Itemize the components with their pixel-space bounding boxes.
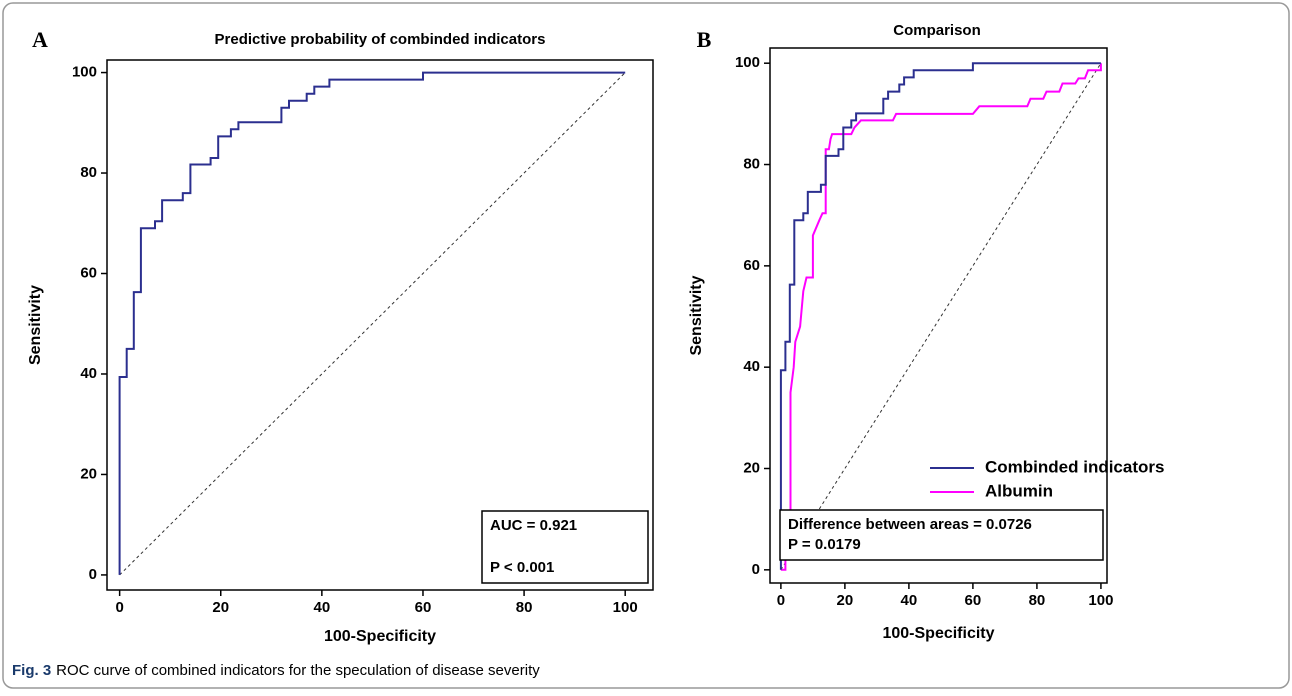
y-tick-label: 0: [89, 566, 97, 583]
roc-curve: [779, 62, 1101, 570]
annotation: P = 0.0179: [788, 536, 861, 553]
plot-frame: [106, 59, 654, 591]
caption-text: ROC curve of combined indicators for the…: [56, 662, 540, 679]
y-tick-label: 40: [80, 365, 97, 382]
chart-title: Predictive probability of combinded indi…: [215, 31, 546, 48]
x-tick-label: 100: [613, 599, 638, 616]
y-tick-label: 80: [80, 164, 97, 181]
annotation: AUC = 0.921: [490, 517, 577, 534]
y-tick-label: 100: [735, 54, 760, 71]
reference-diagonal: [780, 62, 1102, 571]
caption-label: Fig. 3: [12, 662, 51, 679]
plot-frame: [769, 47, 1108, 584]
y-tick-label: 100: [72, 64, 97, 81]
x-tick-label: 20: [212, 599, 229, 616]
x-tick-label: 80: [1029, 592, 1046, 609]
legend-label: Combinded indicators: [985, 457, 1164, 476]
x-tick-label: 0: [115, 599, 123, 616]
roc-curve: [780, 63, 1102, 571]
panel-label: B: [697, 27, 712, 52]
x-tick-label: 40: [901, 592, 918, 609]
y-axis-label: Sensitivity: [688, 275, 705, 355]
y-axis-label: Sensitivity: [27, 285, 44, 365]
legend-label: Albumin: [985, 481, 1053, 500]
roc-curve: [118, 71, 626, 575]
annotation: P < 0.001: [490, 559, 554, 576]
y-tick-label: 80: [743, 155, 760, 172]
panel-label: A: [32, 27, 48, 52]
y-tick-label: 40: [743, 358, 760, 375]
annotation-box: [481, 510, 649, 584]
x-axis-label: 100-Specificity: [324, 628, 436, 645]
y-tick-label: 60: [743, 257, 760, 274]
x-tick-label: 60: [415, 599, 432, 616]
x-tick-label: 40: [314, 599, 331, 616]
annotation: Difference between areas = 0.0726: [788, 516, 1032, 533]
x-tick-label: 60: [965, 592, 982, 609]
annotation-box: [779, 509, 1104, 561]
caption: Fig. 3 ROC curve of combined indicators f…: [12, 662, 540, 679]
x-tick-label: 80: [516, 599, 533, 616]
reference-diagonal: [119, 72, 626, 576]
y-tick-label: 0: [752, 561, 760, 578]
x-tick-label: 20: [837, 592, 854, 609]
y-tick-label: 20: [743, 459, 760, 476]
chart-title: Comparison: [893, 22, 981, 39]
x-tick-label: 100: [1088, 592, 1113, 609]
x-axis-label: 100-Specificity: [882, 625, 994, 642]
y-tick-label: 60: [80, 264, 97, 281]
y-tick-label: 20: [80, 465, 97, 482]
x-tick-label: 0: [777, 592, 785, 609]
